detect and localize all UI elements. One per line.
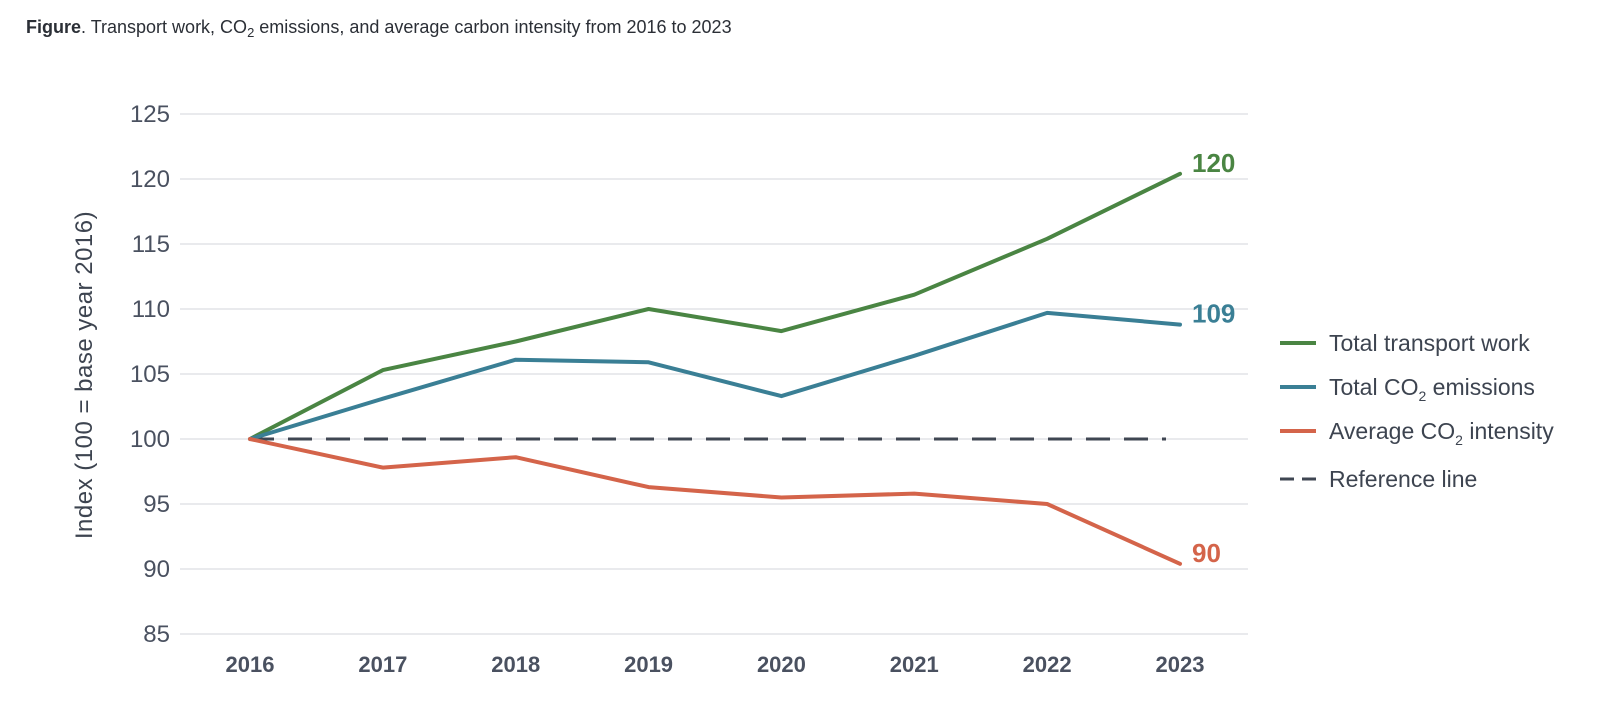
y-tick-label: 110: [132, 296, 170, 323]
x-tick-label: 2017: [358, 652, 407, 677]
y-tick-label: 120: [130, 166, 170, 193]
end-label-total-transport-work: 120: [1192, 148, 1235, 178]
legend-label-total-transport-work: Total transport work: [1329, 330, 1530, 356]
caption-bold: Figure: [26, 17, 82, 37]
x-tick-label: 2020: [757, 652, 806, 677]
legend: Total transport work Total CO2 emissions A…: [1280, 330, 1554, 492]
caption-subscript: 2: [247, 25, 255, 40]
x-tick-label: 2021: [890, 652, 939, 677]
x-tick-label: 2016: [226, 652, 275, 677]
x-tick-label: 2019: [624, 652, 673, 677]
series-lines: [248, 171, 1182, 566]
legend-label-total-co2-emissions: Total CO2 emissions: [1329, 374, 1535, 404]
y-tick-label: 95: [143, 491, 170, 518]
y-tick-label: 90: [143, 556, 170, 583]
y-axis-ticks: 85 90 95 100 105 110 115 120 125: [130, 101, 170, 648]
series-line-total-co2-emissions: [248, 310, 1182, 441]
series-line-average-co2-intensity: [248, 437, 1182, 566]
legend-label-reference-line: Reference line: [1329, 466, 1477, 492]
y-tick-label: 85: [143, 621, 170, 648]
x-axis-ticks: 2016 2017 2018 2019 2020 2021 2022 2023: [226, 652, 1205, 677]
end-label-average-co2-intensity: 90: [1192, 538, 1221, 568]
y-tick-label: 105: [130, 361, 170, 388]
y-axis-label: Index (100 = base year 2016): [71, 211, 98, 539]
y-tick-label: 100: [130, 426, 170, 453]
x-tick-label: 2022: [1023, 652, 1072, 677]
legend-label-average-co2-intensity: Average CO2 intensity: [1329, 418, 1554, 448]
figure-caption: Figure. Transport work, CO2 emissions, a…: [26, 17, 732, 40]
y-tick-label: 125: [130, 101, 170, 128]
end-label-total-co2-emissions: 109: [1192, 299, 1235, 329]
end-labels: 120 109 90: [1192, 148, 1235, 568]
x-tick-label: 2023: [1156, 652, 1205, 677]
y-tick-label: 115: [132, 231, 170, 258]
x-tick-label: 2018: [491, 652, 540, 677]
caption-pre: . Transport work, CO: [81, 17, 248, 37]
gridlines: [180, 113, 1248, 635]
caption-post: emissions, and average carbon intensity …: [254, 17, 732, 37]
series-line-total-transport-work: [248, 171, 1182, 441]
